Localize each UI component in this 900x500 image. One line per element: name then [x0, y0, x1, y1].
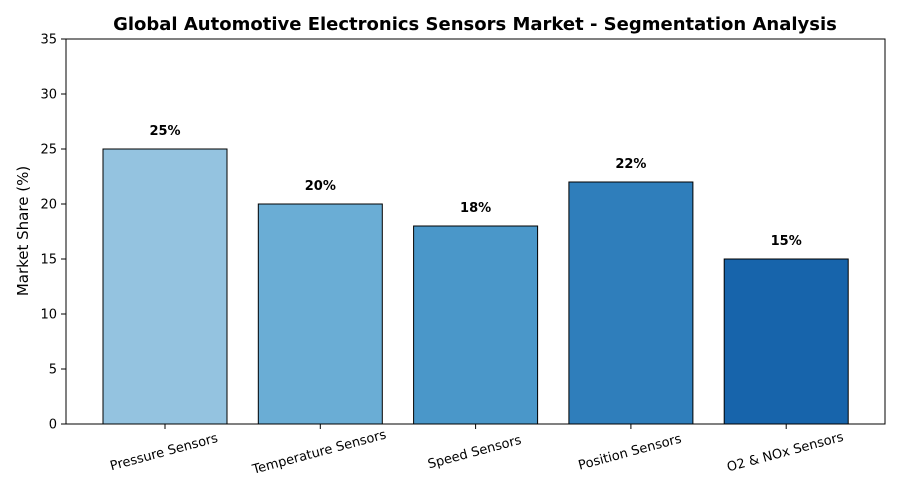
value-label: 20% [305, 179, 336, 194]
chart-title: Global Automotive Electronics Sensors Ma… [113, 14, 837, 35]
y-tick-label: 5 [49, 363, 57, 378]
x-tick-label: Pressure Sensors [109, 431, 220, 474]
value-label: 15% [771, 234, 802, 249]
y-tick-label: 30 [40, 88, 57, 103]
x-tick-label: O2 & NOx Sensors [725, 430, 845, 476]
value-label: 22% [615, 157, 646, 172]
plot-area: 0 5 10 15 20 25 30 35 25% Pressure Sensors 20% Temp… [40, 33, 849, 478]
y-tick-label: 25 [40, 143, 57, 158]
bar [723, 258, 849, 425]
y-tick-label: 20 [40, 198, 57, 213]
y-tick-label: 0 [49, 418, 57, 433]
bar [102, 148, 228, 425]
x-tick-label: Temperature Sensors [250, 427, 388, 477]
bar [413, 225, 539, 425]
y-axis-label: Market Share (%) [14, 166, 32, 296]
x-tick-label: Speed Sensors [426, 433, 523, 472]
x-tick-label: Position Sensors [577, 432, 684, 474]
bar [568, 181, 694, 425]
value-label: 25% [149, 124, 180, 139]
y-tick-label: 35 [40, 33, 57, 48]
y-tick-label: 15 [40, 253, 57, 268]
plot-frame [65, 38, 886, 425]
y-tick-label: 10 [40, 308, 57, 323]
value-label: 18% [460, 201, 491, 216]
bar [257, 203, 383, 425]
